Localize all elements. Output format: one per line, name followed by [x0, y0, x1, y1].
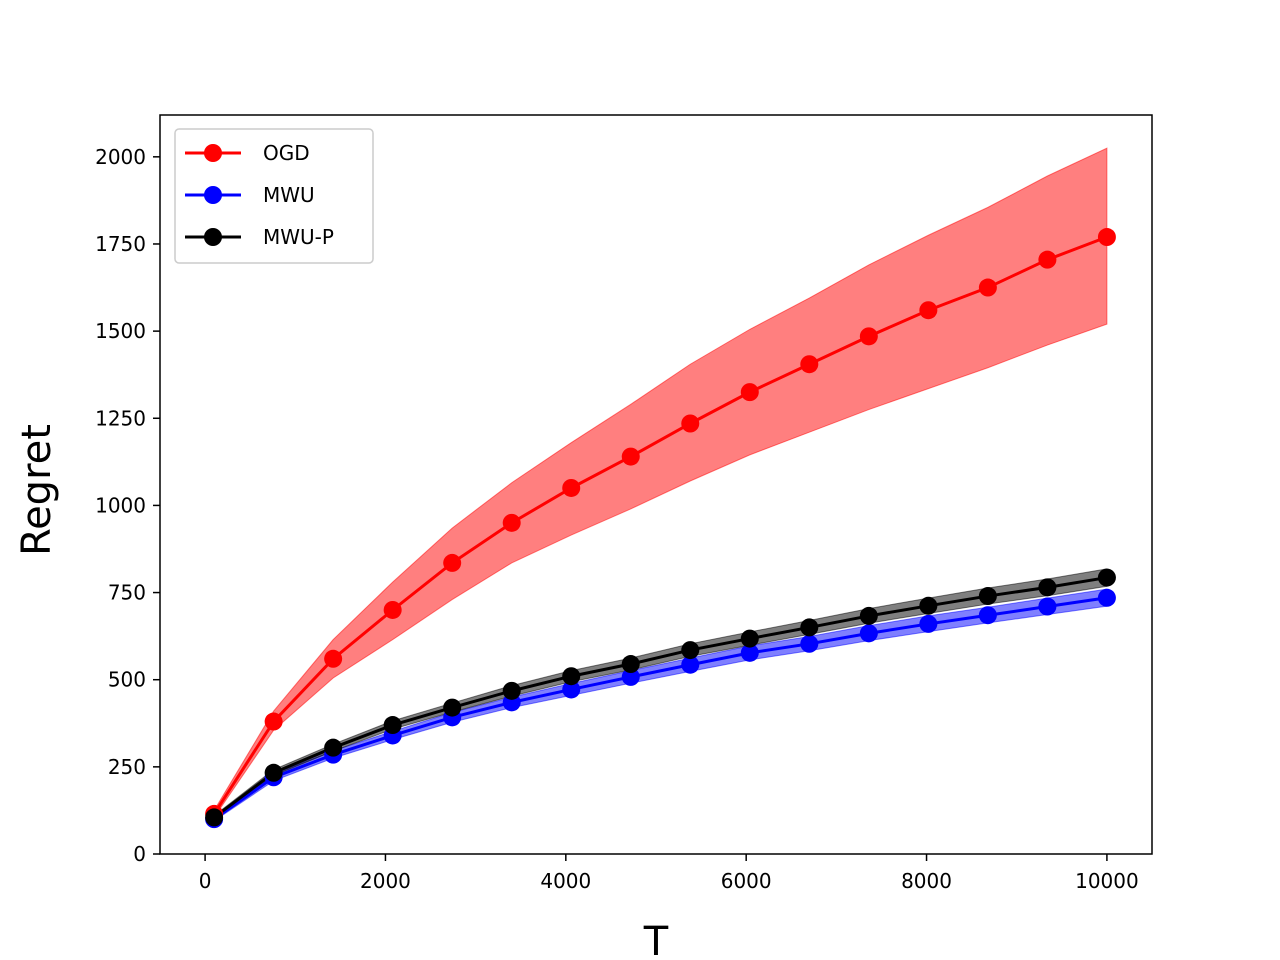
legend-box: [174, 128, 374, 264]
point-ogd: [264, 712, 283, 731]
y-tick-label: 1000: [95, 493, 146, 517]
plot-frame: [159, 114, 1153, 855]
point-ogd: [740, 383, 759, 402]
legend-label-mwu-p: MWU-P: [263, 225, 334, 249]
y-tick-label: 1250: [95, 406, 146, 430]
x-axis-ticks: 0 2000 4000 6000 8000 10000: [199, 854, 1139, 893]
point-mwu-p: [264, 763, 283, 782]
point-mwu-p: [919, 596, 938, 615]
x-tick-label: 4000: [540, 869, 591, 893]
point-ogd: [383, 600, 402, 619]
point-mwu-p: [205, 808, 224, 827]
point-mwu: [621, 667, 640, 686]
point-ogd: [681, 414, 700, 433]
legend: OGD MWU MWU-P: [174, 128, 374, 264]
point-mwu: [1038, 597, 1057, 616]
legend-marker-ogd: [204, 144, 222, 162]
y-tick-label: 1750: [95, 232, 146, 256]
x-tick-label: 10000: [1075, 869, 1139, 893]
y-tick-label: 1500: [95, 319, 146, 343]
point-mwu: [978, 606, 997, 625]
point-mwu: [681, 655, 700, 674]
point-ogd: [859, 327, 878, 346]
band-ogd: [213, 147, 1108, 820]
y-axis-ticks: 0 250 500 750 1000 1250 1500 1750 2000: [95, 145, 160, 866]
point-mwu: [859, 624, 878, 643]
series-lines: [212, 235, 1108, 821]
point-mwu-p: [502, 681, 521, 700]
point-ogd: [800, 355, 819, 374]
y-axis-title: Regret: [14, 424, 60, 556]
y-tick-label: 500: [108, 668, 146, 692]
point-mwu-p: [621, 655, 640, 674]
x-axis-title: T: [643, 919, 669, 960]
x-tick-label: 0: [199, 869, 212, 893]
x-tick-label: 2000: [360, 869, 411, 893]
point-mwu: [919, 614, 938, 633]
point-mwu-p: [1097, 568, 1116, 587]
point-mwu-p: [740, 629, 759, 648]
legend-label-ogd: OGD: [263, 141, 310, 165]
point-ogd: [1038, 250, 1057, 269]
legend-marker-mwu: [204, 186, 222, 204]
point-ogd: [978, 278, 997, 297]
point-mwu-p: [800, 618, 819, 637]
point-mwu: [800, 634, 819, 653]
point-mwu-p: [978, 587, 997, 606]
y-tick-label: 2000: [95, 145, 146, 169]
line-mwu: [213, 596, 1108, 821]
point-mwu-p: [383, 716, 402, 735]
point-mwu: [1097, 588, 1116, 607]
point-mwu-p: [324, 738, 343, 757]
point-mwu: [562, 680, 581, 699]
x-tick-label: 6000: [721, 869, 772, 893]
y-tick-label: 250: [108, 755, 146, 779]
point-mwu-p: [681, 641, 700, 660]
point-ogd: [502, 513, 521, 532]
point-ogd: [919, 301, 938, 320]
x-tick-label: 8000: [901, 869, 952, 893]
point-ogd: [562, 478, 581, 497]
series-points: [205, 228, 1116, 829]
point-ogd: [324, 649, 343, 668]
point-ogd: [621, 447, 640, 466]
point-mwu-p: [1038, 578, 1057, 597]
legend-marker-mwu-p: [204, 228, 222, 246]
y-tick-label: 750: [108, 581, 146, 605]
line-ogd: [212, 235, 1108, 815]
point-mwu: [740, 643, 759, 662]
point-mwu-p: [443, 698, 462, 717]
y-tick-label: 0: [133, 842, 146, 866]
line-mwu-p: [213, 576, 1108, 819]
point-ogd: [443, 553, 462, 572]
point-mwu-p: [562, 667, 581, 686]
point-ogd: [1097, 228, 1116, 247]
point-mwu-p: [859, 606, 878, 625]
legend-label-mwu: MWU: [263, 183, 315, 207]
